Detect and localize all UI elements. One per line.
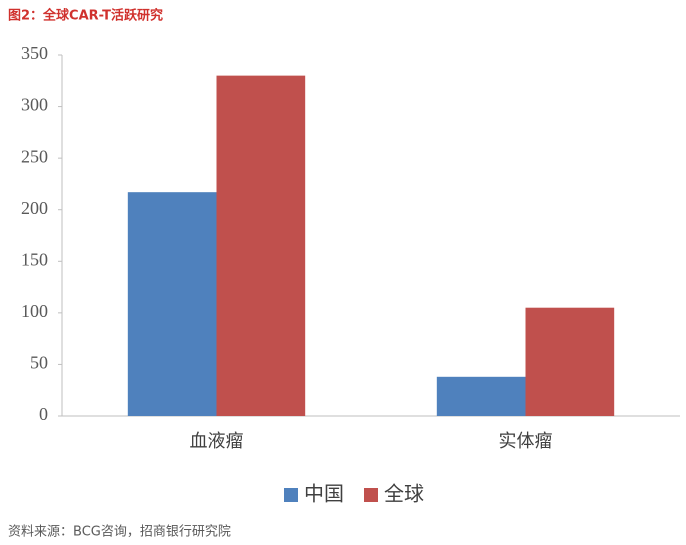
bar [127,192,217,416]
y-tick-label: 150 [21,249,48,269]
y-tick-label: 200 [21,198,48,218]
legend-label: 中国 [304,482,344,506]
legend-label: 全球 [384,482,424,506]
y-tick-label: 250 [21,146,48,166]
bar [436,376,526,416]
y-tick-label: 350 [21,43,48,63]
y-tick-label: 50 [30,353,48,373]
bar [525,307,615,416]
chart-title: 图2：全球CAR-T活跃研究 [8,8,163,24]
bar [216,75,306,416]
source-note: 资料来源：BCG咨询，招商银行研究院 [8,525,231,540]
x-tick-label: 血液瘤 [190,431,244,452]
y-tick-label: 0 [39,404,48,424]
legend-swatch [364,488,378,502]
y-tick-label: 100 [21,301,48,321]
legend-swatch [284,488,298,502]
x-tick-label: 实体瘤 [499,431,553,452]
y-tick-label: 300 [21,95,48,115]
